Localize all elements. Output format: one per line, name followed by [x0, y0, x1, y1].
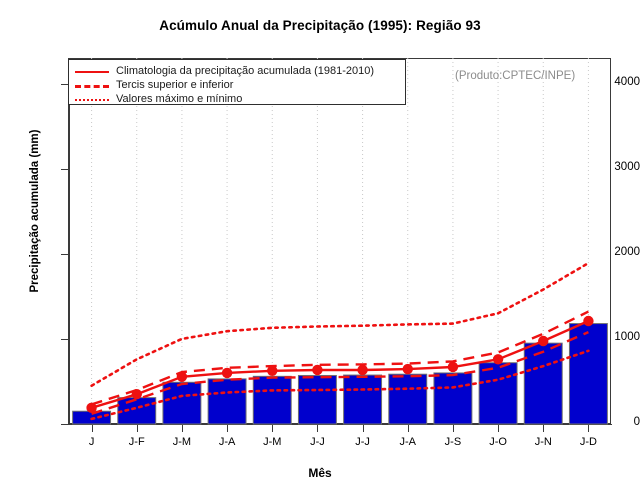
- bar: [297, 374, 337, 425]
- x-tick-label: J-J: [355, 436, 370, 448]
- y-tick-mark: [61, 424, 69, 425]
- x-tick-mark: [452, 425, 454, 432]
- legend-label: Climatologia da precipitação acumulada (…: [116, 65, 375, 77]
- watermark-label: (Produto:CPTEC/INPE): [455, 70, 576, 82]
- climatology-point: [267, 365, 278, 377]
- x-tick-mark: [543, 425, 545, 432]
- y-tick-mark: [61, 83, 69, 85]
- climatology-point: [131, 389, 142, 400]
- x-tick-label: J-S: [444, 436, 462, 448]
- climatology-point: [447, 361, 459, 373]
- legend-key-dashed-icon: [75, 85, 109, 88]
- y-tick-label: 0: [633, 416, 640, 428]
- legend-key-solid-icon: [75, 71, 109, 73]
- x-tick-mark: [317, 425, 319, 432]
- bar: [568, 323, 608, 425]
- plot-area: [69, 58, 611, 424]
- chart-legend: Climatologia da precipitação acumulada (…: [68, 59, 406, 105]
- x-tick-mark: [407, 425, 409, 432]
- y-tick-label: 2000: [614, 245, 640, 258]
- legend-key-dotted-icon: [75, 99, 109, 101]
- climatology-point: [583, 315, 594, 327]
- x-tick-label: J-O: [489, 436, 507, 448]
- legend-label: Valores máximo e mínimo: [116, 93, 243, 105]
- bar: [117, 397, 157, 425]
- x-tick-label: J-A: [218, 436, 236, 448]
- upper-tercile-curve: [91, 310, 589, 406]
- climatology-point: [176, 371, 188, 382]
- x-tick-label: J: [88, 436, 95, 448]
- x-tick-label: J-D: [579, 436, 597, 448]
- x-tick-label: J-M: [172, 436, 192, 448]
- x-axis-label: Mês: [308, 466, 332, 480]
- x-tick-mark: [498, 425, 500, 432]
- x-tick-mark: [272, 425, 274, 432]
- bar: [388, 373, 428, 425]
- x-tick-mark: [181, 425, 183, 432]
- page-title: Acúmulo Anual da Precipitação (1995): Re…: [159, 18, 481, 33]
- y-tick-mark: [61, 253, 69, 255]
- bar: [207, 378, 247, 425]
- climatology-curve: [91, 319, 589, 409]
- x-tick-label: J-N: [534, 436, 552, 448]
- max-curve: [90, 261, 590, 387]
- x-tick-label: J-M: [263, 436, 282, 448]
- x-tick-mark: [136, 425, 138, 432]
- x-axis-line: [68, 424, 612, 425]
- x-tick-label: J-F: [128, 436, 145, 448]
- min-curve: [90, 349, 590, 421]
- climatology-point: [221, 367, 233, 379]
- climatology-point: [538, 335, 549, 347]
- x-tick-mark: [91, 425, 93, 432]
- x-tick-mark: [227, 425, 229, 432]
- climatology-point: [402, 363, 413, 375]
- legend-label: Tercis superior e inferior: [116, 79, 234, 91]
- bar: [478, 362, 518, 425]
- y-tick-label: 3000: [614, 160, 640, 173]
- bar: [252, 375, 292, 425]
- y-tick-mark: [61, 338, 69, 340]
- bar: [343, 374, 383, 425]
- climatology-point: [86, 402, 97, 414]
- x-tick-label: J-A: [399, 436, 417, 448]
- climatology-point: [312, 364, 323, 376]
- bar: [523, 342, 563, 425]
- climatology-point: [357, 364, 368, 376]
- bar: [433, 372, 473, 425]
- climatology-point: [492, 354, 504, 365]
- x-tick-mark: [588, 425, 590, 432]
- y-tick-mark: [61, 168, 69, 170]
- y-tick-label: 1000: [614, 330, 640, 343]
- lower-tercile-curve: [91, 330, 589, 415]
- y-tick-label: 4000: [614, 75, 640, 88]
- y-axis-label: Precipitação acumulada (mm): [29, 129, 41, 293]
- x-tick-mark: [362, 425, 364, 432]
- x-tick-label: J-J: [310, 436, 325, 448]
- y-axis-line: [68, 58, 69, 425]
